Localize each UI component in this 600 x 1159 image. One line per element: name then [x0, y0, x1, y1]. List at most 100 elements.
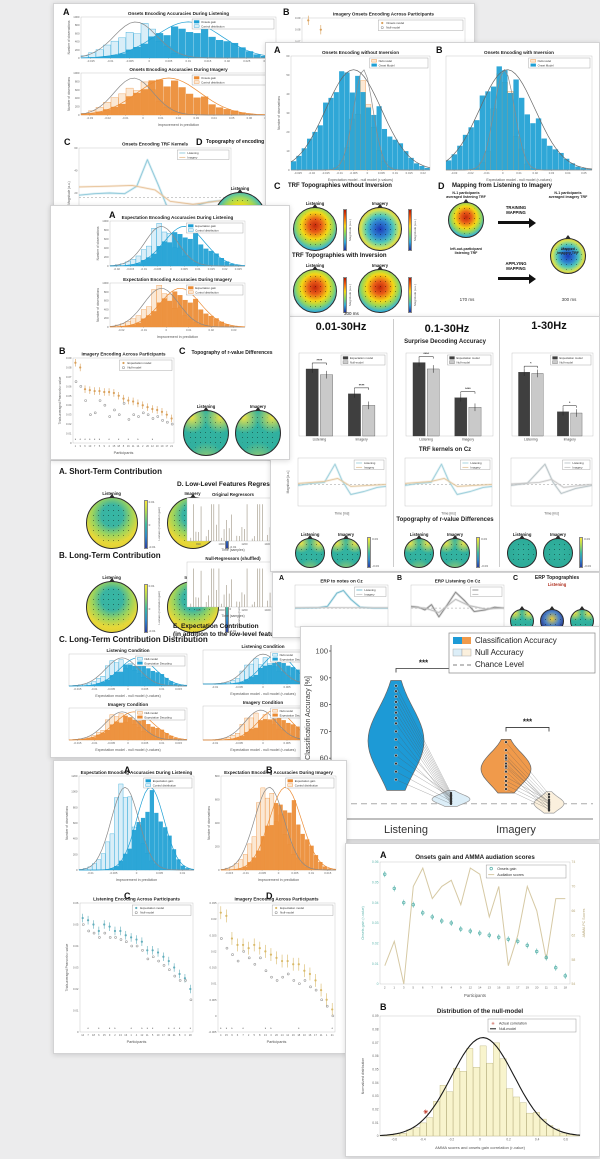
chart-element — [413, 163, 420, 170]
chart-element — [109, 287, 245, 328]
chart-text: 0 — [377, 1134, 379, 1138]
chart-text: 0 — [148, 59, 150, 63]
chart-text: -0.005 — [110, 871, 118, 875]
chart-element: ERP Topographies — [534, 575, 580, 581]
chart-element — [466, 1048, 474, 1137]
chart-element — [208, 36, 216, 58]
chart-element — [325, 998, 328, 1001]
chart-text: 20 — [286, 130, 290, 134]
chart-element — [453, 1067, 460, 1137]
chart-text: 0 — [107, 325, 109, 329]
chart-element — [148, 80, 156, 115]
chart-element — [558, 152, 564, 170]
chart-element — [103, 390, 106, 394]
chart-element — [395, 779, 452, 804]
training-arrow-icon — [498, 217, 536, 228]
chart-text: 40 — [74, 169, 78, 173]
chart-element — [541, 138, 547, 170]
chart-element — [143, 584, 148, 633]
chart-element — [349, 92, 355, 170]
band-header-01-30: 0.1-30Hz — [424, 323, 470, 335]
chart-element — [394, 694, 398, 699]
chart-element — [117, 394, 120, 397]
chart-element — [291, 69, 430, 171]
chart-element — [394, 753, 398, 758]
chart-text: Null-model — [350, 360, 364, 364]
chart-text: 20 — [74, 191, 78, 195]
chart-element — [291, 800, 297, 870]
chart-text: Null-model — [140, 911, 154, 915]
chart-element — [408, 157, 414, 170]
chart-text: 6 — [237, 1033, 239, 1037]
chart-element — [241, 943, 245, 947]
chart-element — [125, 265, 131, 266]
chart-text: 9 — [109, 1033, 111, 1037]
trf-topographies-title-2: TRF Topographies with Inversion — [292, 253, 387, 259]
chart-element — [225, 946, 229, 950]
chart-element: 0.03 — [372, 537, 378, 542]
chart-element — [230, 738, 236, 740]
chart-element — [485, 864, 567, 879]
chart-text: 0 — [78, 56, 80, 60]
chart-element — [300, 833, 305, 870]
chart-element: 0.03 -0.03 — [476, 537, 488, 568]
chart-element — [547, 803, 551, 806]
chart-element — [528, 57, 591, 69]
chart-text: 0 — [218, 868, 220, 872]
chart-text: Number of observations — [96, 288, 100, 322]
panel-label-a: A — [380, 850, 387, 860]
chart-text: 0 — [262, 685, 264, 689]
chart-element — [118, 103, 126, 115]
chart-element — [260, 836, 266, 870]
chart-element — [506, 937, 510, 941]
chart-text: 0.01 — [186, 59, 192, 63]
chart-element — [217, 902, 336, 1033]
chart-element — [460, 459, 491, 470]
chart-element — [518, 372, 530, 437]
null-regressors-stem: Null-Regressors (shuffled) 800 1000 1200 140… — [179, 555, 281, 619]
chart-text: 15 — [112, 444, 115, 448]
panel-label-c: C — [179, 346, 186, 356]
chart-text: 1000 — [73, 15, 80, 19]
trf-topos-with-inversion: Listening Magnitude (a.u.) Imagery Magnitud… — [280, 261, 430, 313]
chart-text: 18 — [564, 986, 568, 990]
chart-element — [81, 923, 85, 926]
chart-element — [394, 705, 398, 709]
chart-text: 12 — [286, 1033, 289, 1037]
chart-text: 0.09 — [372, 1014, 378, 1018]
erp-notes-cz: ERP to notes on Cz Listening Imagery — [287, 577, 391, 633]
band-header-001-30: 0.01-30Hz — [315, 321, 367, 333]
chart-text: 11 — [132, 444, 135, 448]
chart-text: Number of observations — [96, 226, 100, 260]
chart-text: **** — [423, 352, 429, 356]
chart-element — [547, 801, 551, 804]
chart-element — [253, 962, 257, 966]
chart-element — [91, 684, 97, 686]
chart-element — [137, 415, 140, 418]
chart-text: 74 — [572, 860, 576, 864]
chart-text: Expectation model — [457, 356, 480, 360]
chart-element — [261, 55, 269, 58]
chart-element — [440, 919, 444, 923]
chart-element — [135, 655, 186, 667]
chart-element — [219, 911, 222, 914]
chart-element — [188, 290, 194, 294]
chart-element — [141, 948, 144, 952]
chart-text: 0.03 — [66, 413, 72, 417]
chart-element — [371, 63, 377, 67]
chart-element — [103, 56, 111, 58]
chart-element — [309, 985, 312, 989]
chart-element — [89, 413, 92, 416]
chart-text: **** — [359, 383, 365, 387]
chart-element — [451, 154, 458, 170]
chart-text: Imagery Condition — [108, 702, 149, 707]
chart-text: 0.01 — [186, 328, 192, 332]
chart-element — [547, 805, 551, 808]
chart-element — [177, 234, 183, 266]
chart-element — [408, 276, 412, 313]
chart-element — [344, 72, 350, 170]
chart-text: Improvement in prediction — [258, 878, 299, 882]
chart-text: 1400 — [264, 542, 271, 546]
mapping-label-br: Mapped imagery TRF — [557, 247, 579, 256]
chart-element — [343, 276, 347, 313]
